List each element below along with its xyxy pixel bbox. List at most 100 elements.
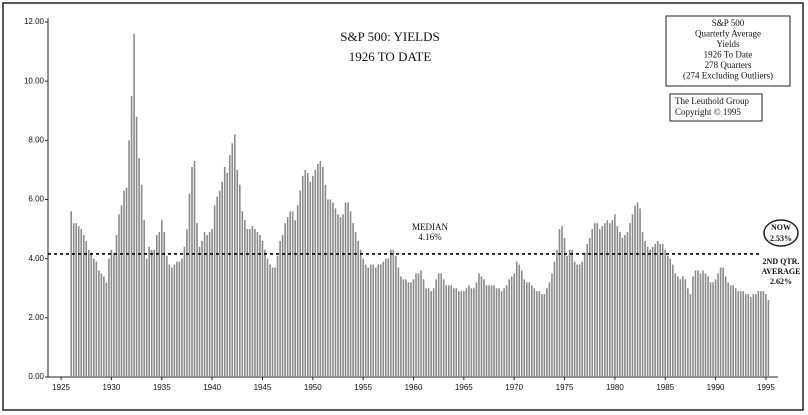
bar xyxy=(160,220,163,377)
bar xyxy=(80,229,83,377)
bar xyxy=(128,140,130,377)
bar xyxy=(601,226,604,377)
x-tick-label: 1950 xyxy=(304,383,322,392)
bar xyxy=(369,264,372,377)
x-tick-label: 1965 xyxy=(455,383,473,392)
bar xyxy=(364,264,367,377)
bar xyxy=(203,232,206,377)
bar xyxy=(470,288,473,377)
chart-subtitle: 1926 TO DATE xyxy=(349,49,432,64)
bar xyxy=(531,285,533,377)
x-tick-label: 1970 xyxy=(505,383,523,392)
bar xyxy=(591,229,594,377)
bar xyxy=(140,184,143,377)
info-line: 278 Quarters xyxy=(705,60,752,70)
bar xyxy=(95,261,98,377)
bar xyxy=(593,223,596,377)
bar xyxy=(561,226,563,377)
bar xyxy=(752,294,755,377)
bar xyxy=(286,217,289,377)
average-label: AVERAGE xyxy=(762,267,801,276)
bar xyxy=(379,264,382,377)
bar xyxy=(420,270,422,377)
bar xyxy=(301,175,304,377)
bar xyxy=(70,211,72,377)
now-circle xyxy=(763,219,799,247)
bar xyxy=(359,249,362,377)
bar xyxy=(765,294,767,377)
y-tick-label: 2.00 xyxy=(28,313,44,322)
bar xyxy=(586,243,588,377)
bar xyxy=(100,273,103,377)
bar xyxy=(460,291,463,377)
bar xyxy=(90,252,93,377)
bar xyxy=(138,158,140,377)
bar xyxy=(503,288,505,377)
bar xyxy=(719,267,722,377)
bar xyxy=(317,164,319,377)
bar xyxy=(208,232,211,377)
bar xyxy=(455,288,458,377)
bar xyxy=(372,264,375,377)
bar xyxy=(233,134,236,377)
bar xyxy=(684,279,687,377)
bar xyxy=(322,166,324,377)
bar xyxy=(231,143,234,377)
bar xyxy=(636,202,639,377)
info-box xyxy=(665,15,791,87)
bar xyxy=(223,166,226,377)
bar xyxy=(742,291,745,377)
bar xyxy=(571,249,573,377)
bar xyxy=(750,297,752,377)
bar xyxy=(385,258,387,377)
bar xyxy=(692,276,694,377)
bar xyxy=(274,267,276,377)
bar xyxy=(598,229,601,377)
bar xyxy=(495,288,498,377)
bar xyxy=(417,273,420,377)
bar xyxy=(395,255,397,377)
bar xyxy=(201,240,203,377)
bar xyxy=(699,273,702,377)
info-line: 1926 To Date xyxy=(704,50,753,60)
y-tick-label: 10.00 xyxy=(24,76,45,85)
bar xyxy=(150,249,153,377)
bar xyxy=(475,282,478,377)
bar xyxy=(327,199,329,377)
bar xyxy=(412,279,415,377)
x-tick-label: 1960 xyxy=(405,383,423,392)
bar xyxy=(392,249,395,377)
median-label: MEDIAN xyxy=(412,222,448,232)
bar xyxy=(357,240,359,377)
bar xyxy=(458,291,460,377)
bar xyxy=(133,33,135,377)
x-tick-label: 1955 xyxy=(354,383,372,392)
bar xyxy=(145,258,148,377)
bar xyxy=(344,202,347,377)
bar xyxy=(415,273,417,377)
bar xyxy=(143,220,145,377)
bar xyxy=(624,235,626,377)
average-value: 2.62% xyxy=(770,277,792,286)
bar xyxy=(473,288,475,377)
bar xyxy=(402,279,405,377)
x-tick-label: 1945 xyxy=(254,383,272,392)
y-tick-label: 12.00 xyxy=(24,17,45,26)
bar xyxy=(329,199,332,377)
bar xyxy=(674,273,677,377)
bar xyxy=(299,190,302,377)
bar xyxy=(546,288,548,377)
info-line: (274 Excluding Outliers) xyxy=(683,71,773,81)
bar xyxy=(432,288,435,377)
bar xyxy=(246,229,249,377)
bar xyxy=(523,279,526,377)
bar xyxy=(656,240,659,377)
bar xyxy=(387,258,390,377)
bar xyxy=(254,229,256,377)
bar xyxy=(541,294,543,377)
bar xyxy=(226,172,229,377)
bar xyxy=(75,223,77,377)
bar xyxy=(118,214,120,377)
bar xyxy=(498,288,500,377)
bar xyxy=(332,202,334,377)
